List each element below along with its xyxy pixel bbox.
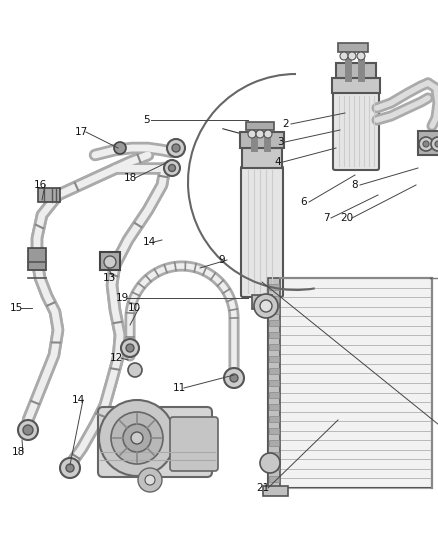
Text: 15: 15 xyxy=(9,303,23,313)
Bar xyxy=(269,284,279,290)
Circle shape xyxy=(131,432,143,444)
Text: 12: 12 xyxy=(110,353,123,363)
Text: 6: 6 xyxy=(301,197,307,207)
Bar xyxy=(269,440,279,446)
Bar xyxy=(246,122,274,130)
Bar xyxy=(269,296,279,302)
Circle shape xyxy=(138,468,162,492)
Bar xyxy=(269,416,279,422)
Bar xyxy=(269,344,279,350)
Circle shape xyxy=(99,400,175,476)
Text: 9: 9 xyxy=(219,255,225,265)
Bar xyxy=(269,368,279,374)
Bar xyxy=(418,131,438,155)
Circle shape xyxy=(60,458,80,478)
Bar xyxy=(28,248,46,270)
Bar xyxy=(242,148,282,168)
Text: 7: 7 xyxy=(323,213,329,223)
Bar xyxy=(269,392,279,398)
Circle shape xyxy=(18,420,38,440)
Bar xyxy=(263,486,288,496)
Text: 16: 16 xyxy=(33,180,46,190)
Bar xyxy=(269,428,279,434)
Circle shape xyxy=(435,141,438,147)
Bar xyxy=(269,464,279,470)
Bar xyxy=(100,252,120,270)
Text: 19: 19 xyxy=(115,293,129,303)
Circle shape xyxy=(164,160,180,176)
Circle shape xyxy=(66,464,74,472)
Circle shape xyxy=(114,142,126,154)
Circle shape xyxy=(254,294,278,318)
Circle shape xyxy=(121,339,139,357)
Circle shape xyxy=(340,52,348,60)
Bar xyxy=(269,476,279,482)
Bar xyxy=(269,356,279,362)
Bar xyxy=(336,63,376,78)
Bar xyxy=(269,308,279,314)
Circle shape xyxy=(23,425,33,435)
Circle shape xyxy=(264,130,272,138)
Text: 5: 5 xyxy=(143,115,149,125)
Circle shape xyxy=(128,363,142,377)
FancyBboxPatch shape xyxy=(333,91,379,170)
FancyBboxPatch shape xyxy=(170,417,218,471)
Text: 20: 20 xyxy=(340,213,353,223)
Bar xyxy=(338,43,368,52)
Bar xyxy=(38,188,60,202)
Text: 4: 4 xyxy=(275,157,281,167)
Circle shape xyxy=(123,424,151,452)
Text: 13: 13 xyxy=(102,273,116,283)
Circle shape xyxy=(230,374,238,382)
Circle shape xyxy=(256,130,264,138)
Bar xyxy=(240,132,284,148)
Bar xyxy=(268,278,280,488)
Bar xyxy=(268,278,432,488)
Circle shape xyxy=(126,344,134,352)
Text: 14: 14 xyxy=(71,395,85,405)
Circle shape xyxy=(423,141,429,147)
Circle shape xyxy=(357,52,365,60)
Bar xyxy=(269,320,279,326)
Circle shape xyxy=(419,137,433,151)
Text: 18: 18 xyxy=(124,173,137,183)
Circle shape xyxy=(348,52,356,60)
Circle shape xyxy=(431,137,438,151)
Bar xyxy=(269,332,279,338)
Text: 18: 18 xyxy=(11,447,25,457)
Text: 14: 14 xyxy=(142,237,155,247)
Circle shape xyxy=(167,139,185,157)
Text: 8: 8 xyxy=(352,180,358,190)
Circle shape xyxy=(258,298,266,306)
Bar xyxy=(269,452,279,458)
Text: 10: 10 xyxy=(127,303,141,313)
Circle shape xyxy=(104,256,116,268)
Bar xyxy=(252,295,272,309)
Circle shape xyxy=(260,300,272,312)
Text: 17: 17 xyxy=(74,127,88,137)
Text: 21: 21 xyxy=(256,483,270,493)
Circle shape xyxy=(111,412,163,464)
Circle shape xyxy=(248,130,256,138)
Circle shape xyxy=(169,165,176,172)
Bar xyxy=(269,380,279,386)
FancyBboxPatch shape xyxy=(98,407,212,477)
Bar xyxy=(332,78,380,93)
Text: 2: 2 xyxy=(283,119,290,129)
Text: 11: 11 xyxy=(173,383,186,393)
Circle shape xyxy=(172,144,180,152)
Circle shape xyxy=(145,475,155,485)
Bar xyxy=(269,404,279,410)
FancyBboxPatch shape xyxy=(241,166,283,297)
Circle shape xyxy=(224,368,244,388)
Circle shape xyxy=(260,453,280,473)
Text: 3: 3 xyxy=(277,137,283,147)
